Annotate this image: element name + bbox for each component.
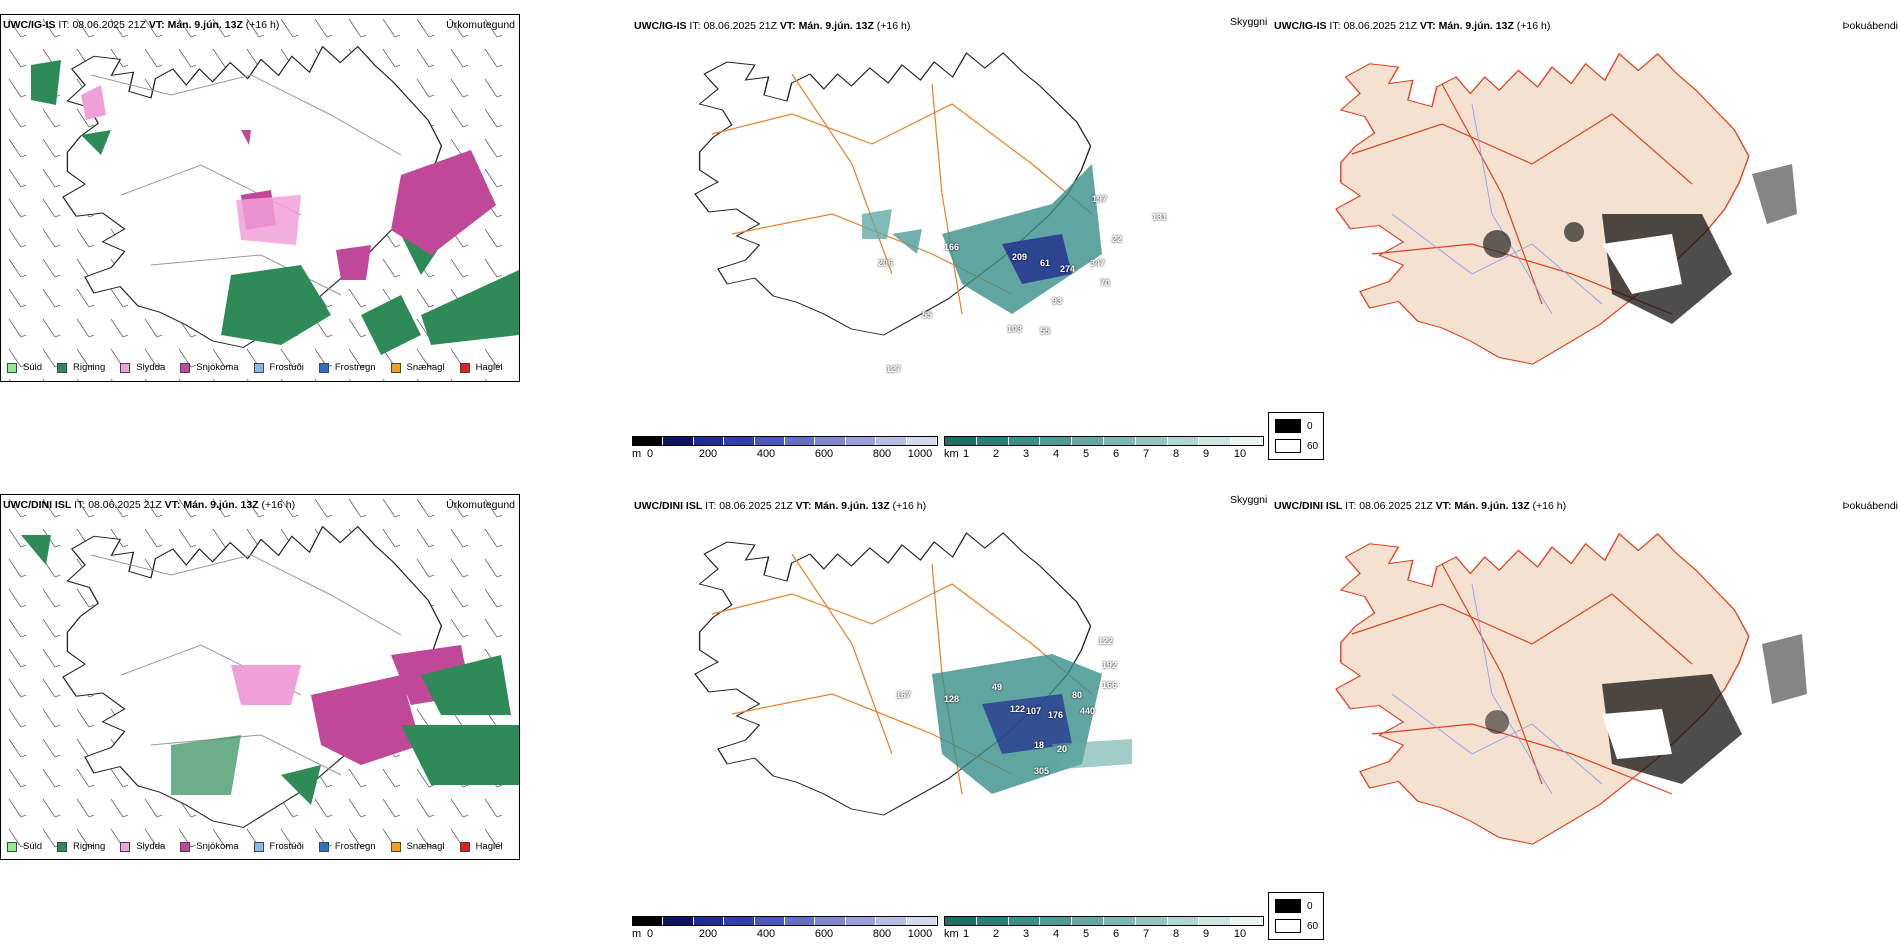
visibility-value: 166 <box>1102 680 1118 690</box>
km-colorbar-row2 <box>944 916 1264 926</box>
visibility-value: 128 <box>944 694 960 704</box>
visibility-value: 49 <box>992 682 1003 692</box>
panel-name-precip: Úrkomutegund <box>446 499 515 511</box>
km-unit: km <box>944 448 959 460</box>
height-unit: m <box>632 928 642 940</box>
visibility-value: 80 <box>1072 690 1083 700</box>
legend-item-freezing-drizzle: Frostúði <box>253 362 304 373</box>
legend-item-snow: Snjókoma <box>180 841 239 852</box>
panel-title: UWC/IG-IS IT: 08.06.2025 21Z VT: Mán. 9.… <box>1274 20 1551 32</box>
visibility-value: 192 <box>1102 660 1118 670</box>
legend-item-snow-grains: Snæhagl <box>390 362 445 373</box>
legend-item-freezing-rain: Frostregn <box>318 362 376 373</box>
visibility-value: 22 <box>1112 234 1123 244</box>
visibility-value: 347 <box>1090 258 1106 268</box>
panel-title: UWC/IG-IS IT: 08.06.2025 21Z VT: Mán. 9.… <box>3 19 280 31</box>
legend-item-snow-grains: Snæhagl <box>390 841 445 852</box>
legend-item-rain: Rigning <box>57 362 105 373</box>
visibility-value: 55 <box>922 310 933 320</box>
legend-item-sleet: Slydda <box>120 362 165 373</box>
visibility-value: 122 <box>1010 704 1026 714</box>
visibility-value: 122 <box>1098 636 1114 646</box>
legend-item-drizzle: Súld <box>7 841 42 852</box>
precip-rain-areas <box>31 60 519 355</box>
height-unit: m <box>632 448 642 460</box>
panel-name-visibility: Skyggni <box>1230 494 1268 506</box>
precip-legend: Súld Rigning Slydda Snjókoma Frostúði Fr… <box>7 362 518 373</box>
fog-panel-row1: UWC/IG-IS IT: 08.06.2025 21Z VT: Mán. 9.… <box>1272 14 1900 382</box>
visibility-value: 131 <box>1152 212 1168 222</box>
legend-item-sleet: Slydda <box>120 841 165 852</box>
panel-name-precip: Úrkomutegund <box>446 19 515 31</box>
visibility-value: 305 <box>1034 766 1050 776</box>
visibility-value: 166 <box>944 242 960 252</box>
panel-name-visibility: Skyggni <box>1230 16 1268 28</box>
visibility-map <box>632 14 1272 382</box>
visibility-value: 107 <box>1026 706 1042 716</box>
legend-item-rain: Rigning <box>57 841 105 852</box>
precip-type-map <box>1 495 519 859</box>
visibility-value: 70 <box>1100 278 1111 288</box>
km-colorbar-row1 <box>944 436 1264 446</box>
legend-item-snow: Snjókoma <box>180 362 239 373</box>
visibility-value: 103 <box>1007 324 1023 334</box>
visibility-map <box>632 494 1272 860</box>
visibility-value: 209 <box>1012 252 1028 262</box>
visibility-panel-row2: 122 107 176 440 80 20 18 305 192 166 122… <box>632 494 1272 860</box>
height-colorbar-row2 <box>632 916 938 926</box>
legend-item-drizzle: Súld <box>7 362 42 373</box>
panel-name-fog: Þokuábendi <box>1842 20 1898 32</box>
visibility-value: 274 <box>1060 264 1076 274</box>
visibility-value: 176 <box>1048 710 1064 720</box>
precip-sleet-areas <box>81 85 301 245</box>
legend-item-hail: Haglél <box>459 841 503 852</box>
visibility-value: 18 <box>1034 740 1045 750</box>
fog-indicator-map <box>1272 494 1900 860</box>
fog-panel-row2: UWC/DINI ISL IT: 08.06.2025 21Z VT: Mán.… <box>1272 494 1900 860</box>
visibility-value: 55 <box>1040 326 1051 336</box>
precip-legend: Súld Rigning Slydda Snjókoma Frostúði Fr… <box>7 841 518 852</box>
panel-title: UWC/IG-IS IT: 08.06.2025 21Z VT: Mán. 9.… <box>634 20 911 32</box>
visibility-value: 440 <box>1080 706 1096 716</box>
precip-type-panel-row2: UWC/DINI ISL IT: 08.06.2025 21Z VT: Mán.… <box>0 494 520 860</box>
visibility-value: 93 <box>1052 296 1063 306</box>
panel-title: UWC/DINI ISL IT: 08.06.2025 21Z VT: Mán.… <box>634 500 927 512</box>
visibility-value: 61 <box>1040 258 1051 268</box>
visibility-panel-row1: 206 166 209 61 274 347 197 93 103 55 131… <box>632 14 1272 382</box>
height-colorbar-row1 <box>632 436 938 446</box>
panel-name-fog: Þokuábendi <box>1842 500 1898 512</box>
panel-title: UWC/DINI ISL IT: 08.06.2025 21Z VT: Mán.… <box>1274 500 1567 512</box>
legend-item-freezing-rain: Frostregn <box>318 841 376 852</box>
visibility-value: 20 <box>1057 744 1068 754</box>
precip-type-panel-row1: UWC/IG-IS IT: 08.06.2025 21Z VT: Mán. 9.… <box>0 14 520 382</box>
km-unit: km <box>944 928 959 940</box>
fog-indicator-map <box>1272 14 1900 382</box>
fog-legend-row2: 0 60 <box>1268 892 1324 940</box>
panel-title: UWC/DINI ISL IT: 08.06.2025 21Z VT: Mán.… <box>3 499 296 511</box>
visibility-value: 206 <box>878 258 894 268</box>
visibility-value: 127 <box>886 364 902 374</box>
fog-legend-row1: 0 60 <box>1268 412 1324 460</box>
visibility-value: 197 <box>1092 194 1108 204</box>
visibility-value: 167 <box>896 690 912 700</box>
precip-type-map <box>1 15 519 381</box>
legend-item-hail: Haglél <box>459 362 503 373</box>
legend-item-freezing-drizzle: Frostúði <box>253 841 304 852</box>
